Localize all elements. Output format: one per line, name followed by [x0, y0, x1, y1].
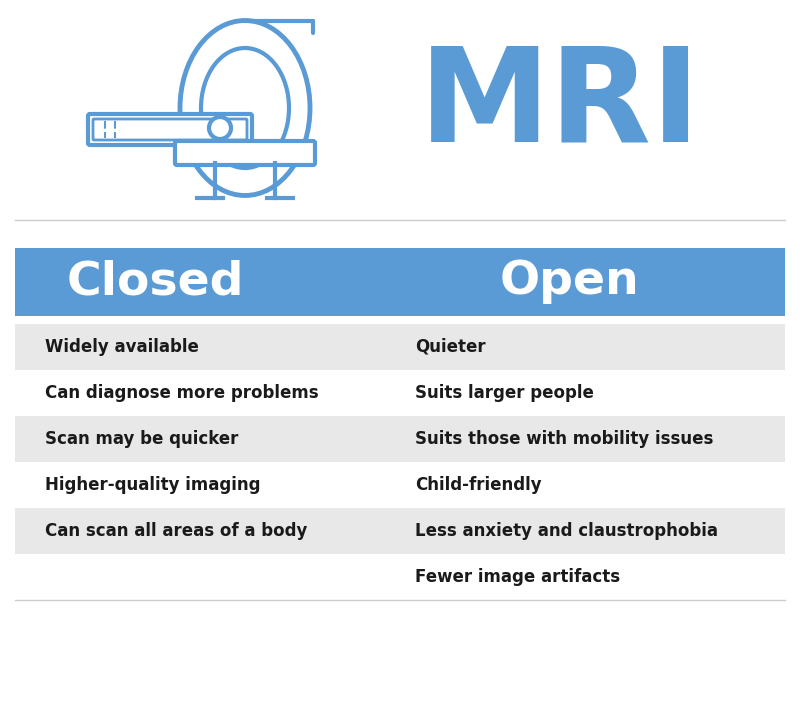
Text: Widely available: Widely available [45, 338, 199, 356]
FancyBboxPatch shape [15, 508, 785, 554]
FancyBboxPatch shape [93, 119, 247, 140]
FancyBboxPatch shape [15, 462, 785, 508]
Text: Less anxiety and claustrophobia: Less anxiety and claustrophobia [415, 522, 718, 540]
Text: Suits those with mobility issues: Suits those with mobility issues [415, 430, 714, 448]
FancyBboxPatch shape [15, 416, 785, 462]
Text: Scan may be quicker: Scan may be quicker [45, 430, 238, 448]
Text: Can diagnose more problems: Can diagnose more problems [45, 384, 318, 402]
Text: Higher-quality imaging: Higher-quality imaging [45, 476, 261, 494]
FancyBboxPatch shape [15, 370, 785, 416]
Text: MRI: MRI [419, 42, 701, 168]
Text: Quieter: Quieter [415, 338, 486, 356]
Text: Suits larger people: Suits larger people [415, 384, 594, 402]
FancyBboxPatch shape [15, 324, 785, 370]
Text: Fewer image artifacts: Fewer image artifacts [415, 568, 620, 586]
Text: Open: Open [500, 259, 640, 305]
Text: Can scan all areas of a body: Can scan all areas of a body [45, 522, 307, 540]
FancyBboxPatch shape [175, 141, 315, 165]
FancyBboxPatch shape [88, 114, 252, 145]
FancyBboxPatch shape [15, 554, 785, 600]
Text: Closed: Closed [66, 259, 244, 305]
Circle shape [209, 117, 231, 139]
Text: Child-friendly: Child-friendly [415, 476, 542, 494]
FancyBboxPatch shape [15, 248, 785, 316]
